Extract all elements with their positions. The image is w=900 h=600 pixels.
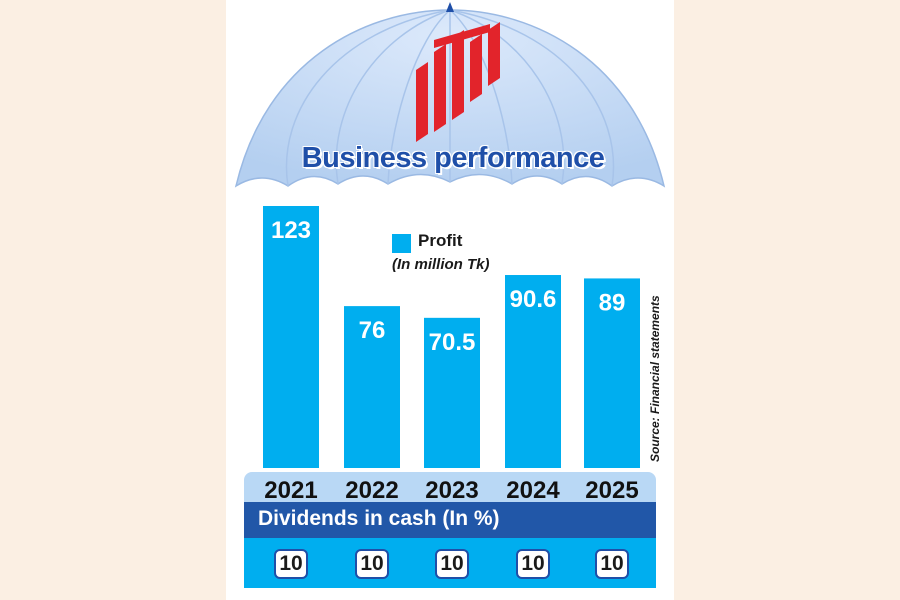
dividend-badge-2021: 10 <box>274 549 308 579</box>
dividend-badge-2025: 10 <box>595 549 629 579</box>
legend-label-profit: Profit <box>418 231 463 250</box>
bar-2024 <box>505 275 561 468</box>
bar-value-label-2023: 70.5 <box>429 329 476 356</box>
bar-value-label-2025: 89 <box>599 289 626 316</box>
dividend-badge-2022: 10 <box>355 549 389 579</box>
dividend-badge-2023: 10 <box>435 549 469 579</box>
year-band <box>244 472 656 506</box>
chart-title: Business performance <box>301 142 605 174</box>
bar-chart: 123 2021 76 2022 70.5 2023 90.6 2024 89 2025 <box>263 206 640 504</box>
dividends-header-label: Dividends in cash (In %) <box>258 507 500 530</box>
umbrella-graphic <box>234 2 666 188</box>
dividend-badge-2024: 10 <box>516 549 550 579</box>
x-tick-label-2021: 2021 <box>264 477 317 504</box>
bar-2023 <box>424 317 480 468</box>
x-tick-label-2025: 2025 <box>585 477 638 504</box>
x-tick-label-2022: 2022 <box>345 477 398 504</box>
legend-swatch-profit <box>392 234 411 253</box>
bar-2022 <box>344 306 400 468</box>
company-logo <box>416 22 500 142</box>
source-note: Source: Financial statements <box>648 295 662 462</box>
x-tick-label-2024: 2024 <box>506 477 560 504</box>
bar-value-label-2022: 76 <box>359 317 386 344</box>
dividends-row: 10 10 10 10 10 <box>244 538 656 588</box>
bar-2021 <box>263 206 319 468</box>
infographic-card: Business performance 123 2021 76 2022 70.5 20… <box>226 0 674 600</box>
legend-unit: (In million Tk) <box>392 256 490 273</box>
dividends-header: Dividends in cash (In %) <box>244 502 656 538</box>
bar-value-label-2021: 123 <box>271 217 311 244</box>
bar-2025 <box>584 278 640 468</box>
x-tick-label-2023: 2023 <box>425 477 478 504</box>
bar-value-label-2024: 90.6 <box>510 286 557 313</box>
